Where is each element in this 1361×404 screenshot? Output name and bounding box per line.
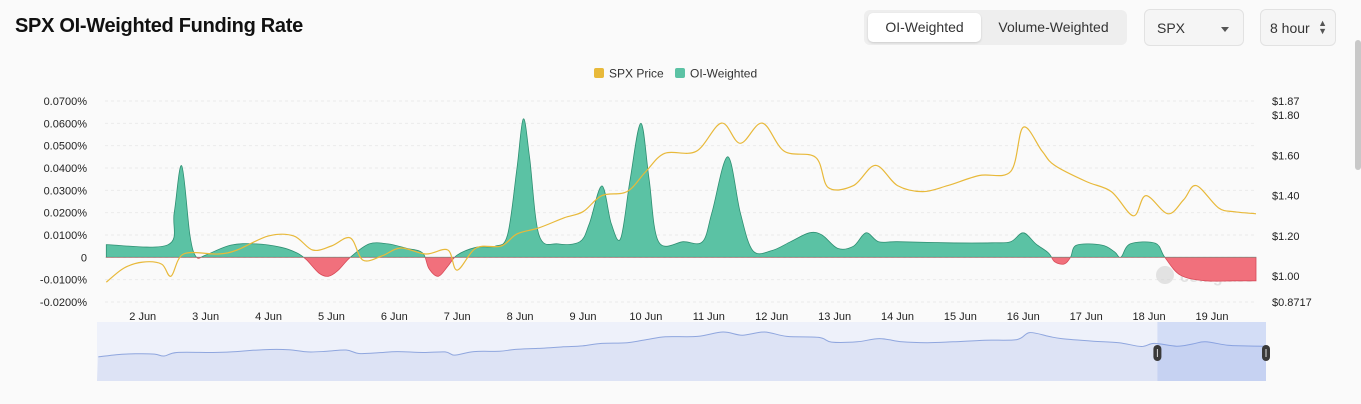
page-scrollbar[interactable]	[1355, 40, 1361, 170]
page-title: SPX OI-Weighted Funding Rate	[15, 15, 303, 37]
interval-select-value: 8 hour	[1270, 20, 1310, 36]
x-axis-tick-label: 3 Jun	[192, 311, 219, 323]
right-axis-tick-label: $1.40	[1272, 191, 1300, 203]
x-axis-tick-label: 7 Jun	[444, 311, 471, 323]
navigator-line	[98, 331, 1267, 358]
left-axis-tick-label: 0.0500%	[44, 141, 88, 153]
left-axis-tick-label: 0.0200%	[44, 208, 88, 220]
tab-oi-weighted[interactable]: OI-Weighted	[868, 13, 981, 42]
x-axis-tick-label: 8 Jun	[507, 311, 534, 323]
left-axis-tick-label: -0.0100%	[40, 275, 87, 287]
x-axis-tick-label: 6 Jun	[381, 311, 408, 323]
legend-swatch	[594, 68, 604, 78]
right-axis-tick-label: $0.8717	[1272, 297, 1312, 309]
left-axis-tick-label: 0.0100%	[44, 230, 88, 242]
x-axis-tick-label: 12 Jun	[755, 311, 788, 323]
x-axis-tick-label: 10 Jun	[629, 311, 662, 323]
x-axis-tick-label: 5 Jun	[318, 311, 345, 323]
x-axis-tick-label: 17 Jun	[1070, 311, 1103, 323]
right-axis-tick-label: $1.60	[1272, 150, 1300, 162]
x-axis-tick-label: 11 Jun	[693, 311, 725, 323]
navigator-area	[97, 331, 1266, 381]
x-axis-tick-label: 18 Jun	[1133, 311, 1166, 323]
x-axis-tick-label: 16 Jun	[1007, 311, 1040, 323]
symbol-select[interactable]: SPX	[1144, 9, 1244, 46]
right-axis-tick-label: $1.00	[1272, 271, 1300, 283]
x-axis-tick-label: 19 Jun	[1195, 311, 1228, 323]
x-axis-tick-label: 14 Jun	[881, 311, 914, 323]
x-axis-tick-label: 13 Jun	[818, 311, 851, 323]
left-axis-tick-label: 0.0400%	[44, 163, 88, 175]
left-axis-tick-label: 0	[81, 252, 87, 264]
left-axis-tick-label: -0.0200%	[40, 297, 87, 309]
oi-weighted-negative-area[interactable]	[105, 119, 1257, 282]
x-axis-tick-label: 15 Jun	[944, 311, 977, 323]
legend-label[interactable]: SPX Price	[609, 67, 664, 81]
right-axis-tick-label: $1.87	[1272, 96, 1300, 108]
left-axis-tick-label: 0.0300%	[44, 185, 88, 197]
x-axis-tick-label: 9 Jun	[570, 311, 597, 323]
up-down-icon: ▲ ▼	[1318, 18, 1327, 36]
x-axis-tick-label: 2 Jun	[129, 311, 156, 323]
navigator-selection[interactable]	[1157, 322, 1266, 381]
spx-price-line[interactable]	[105, 122, 1257, 283]
oi-weighted-positive-area[interactable]	[105, 118, 1257, 281]
interval-select[interactable]: 8 hour ▲ ▼	[1260, 9, 1336, 46]
left-axis-tick-label: 0.0700%	[44, 96, 88, 108]
right-axis-tick-label: $1.20	[1272, 231, 1300, 243]
left-axis-tick-label: 0.0600%	[44, 118, 88, 130]
right-axis-tick-label: $1.80	[1272, 110, 1300, 122]
x-axis-tick-label: 4 Jun	[255, 311, 282, 323]
tab-volume-weighted[interactable]: Volume-Weighted	[998, 19, 1109, 35]
weighting-toggle: OI-Weighted Volume-Weighted	[864, 10, 1127, 45]
symbol-select-value: SPX	[1157, 20, 1186, 36]
legend-label[interactable]: OI-Weighted	[690, 67, 757, 81]
caret-down-icon	[1221, 27, 1229, 32]
legend-swatch	[675, 68, 685, 78]
coinglass-logo-icon	[1156, 266, 1174, 284]
